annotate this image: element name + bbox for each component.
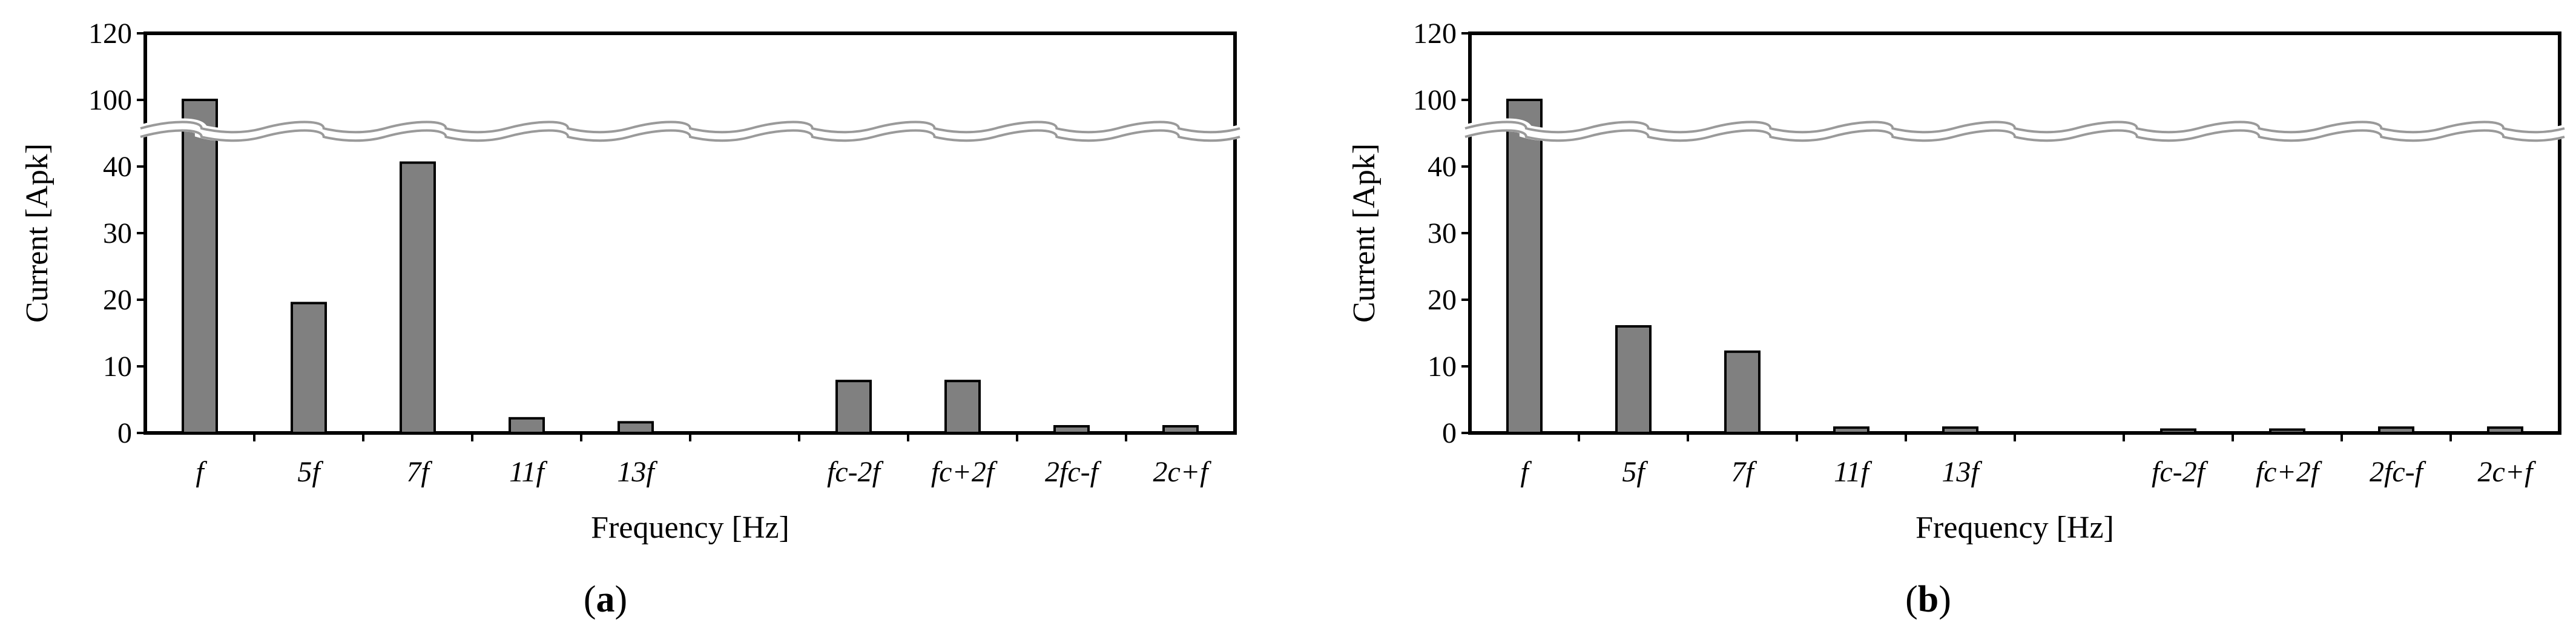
bar-fc+2f (944, 380, 981, 435)
x-tick-label: 2c+f (1153, 456, 1211, 488)
y-tick-label: 30 (1428, 217, 1457, 249)
x-tick-label: 2fc-f (2370, 456, 2426, 488)
chart-b: 0 10 20 30 40 100 120 f 5f 7f 11f 13f fc-2f fc+2f 2fc… (1347, 18, 2566, 620)
y-tick-label: 40 (103, 151, 132, 183)
bar-f (182, 99, 218, 434)
y-tick-label: 20 (1428, 284, 1457, 316)
bar-5f (1615, 325, 1652, 434)
y-axis-label: Current [Apk] (1347, 144, 1382, 323)
panel-label: (b) (1905, 579, 1951, 620)
bar-13f (618, 421, 654, 435)
y-tick-label: 10 (103, 351, 132, 383)
y-ticks-group: 0 10 20 30 40 100 120 (88, 18, 145, 449)
panel-label: (a) (584, 579, 627, 620)
bar-13f (1942, 426, 1978, 435)
bar-2fc-f (2378, 426, 2414, 435)
bar-fc-2f (2160, 428, 2196, 434)
bar-2c+f (2487, 426, 2523, 435)
bar-f (1506, 99, 1543, 434)
bars-group (1506, 99, 2523, 435)
axis-break-line (140, 129, 1240, 142)
y-tick-label: 100 (1413, 84, 1457, 116)
y-tick-label: 30 (103, 217, 132, 249)
y-tick-label: 120 (88, 18, 132, 50)
y-tick-label: 100 (88, 84, 132, 116)
bar-fc+2f (2269, 428, 2305, 434)
x-axis-label: Frequency [Hz] (1916, 510, 2114, 545)
axis-break-mask (1463, 118, 2566, 142)
x-ticks-group: f 5f 7f 11f 13f fc-2f fc+2f 2fc-f 2c+f (1520, 433, 2536, 488)
x-tick-label: 13f (1942, 456, 1982, 488)
axis-break-line (1464, 120, 2565, 134)
bar-11f (509, 417, 545, 434)
chart-a: 0 10 20 30 40 100 120 f 5f 7f 11f 13f fc-2f fc+2f 2fc… (20, 18, 1242, 620)
bar-5f (291, 302, 327, 434)
x-tick-label: 5f (1622, 456, 1648, 488)
x-tick-label: f (196, 456, 207, 488)
y-tick-label: 20 (103, 284, 132, 316)
x-tick-label: 2fc-f (1045, 456, 1102, 488)
y-tick-label: 120 (1413, 18, 1457, 50)
x-tick-label: 11f (509, 456, 547, 488)
x-tick-label: fc+2f (931, 456, 998, 488)
x-tick-label: 7f (1731, 456, 1757, 488)
x-ticks-group: f 5f 7f 11f 13f fc-2f fc+2f 2fc-f 2c+f (196, 433, 1211, 488)
x-tick-label: fc-2f (827, 456, 884, 488)
y-tick-label: 0 (1442, 417, 1457, 449)
x-tick-label: 13f (617, 456, 657, 488)
x-tick-label: 7f (406, 456, 432, 488)
axis-break (1463, 118, 2566, 142)
y-tick-label: 0 (117, 417, 132, 449)
y-tick-label: 10 (1428, 351, 1457, 383)
y-ticks-group: 0 10 20 30 40 100 120 (1413, 18, 1470, 449)
axis-break-line (140, 120, 1240, 134)
y-axis-label: Current [Apk] (20, 144, 54, 323)
bar-7f (400, 161, 436, 434)
bar-11f (1833, 426, 1869, 435)
x-tick-label: fc-2f (2152, 456, 2209, 488)
bar-2c+f (1162, 425, 1199, 434)
x-axis-label: Frequency [Hz] (591, 510, 789, 545)
x-tick-label: 2c+f (2477, 456, 2536, 488)
bar-fc-2f (835, 380, 872, 435)
y-tick-label: 40 (1428, 151, 1457, 183)
x-tick-label: 5f (297, 456, 323, 488)
axis-break (139, 118, 1242, 142)
x-tick-label: f (1520, 456, 1532, 488)
x-tick-label: fc+2f (2256, 456, 2322, 488)
axis-break-mask (139, 118, 1242, 142)
bar-2fc-f (1053, 425, 1090, 434)
x-tick-label: 11f (1834, 456, 1872, 488)
bars-group (182, 99, 1199, 435)
bar-7f (1724, 350, 1761, 434)
axis-break-line (1464, 129, 2565, 142)
